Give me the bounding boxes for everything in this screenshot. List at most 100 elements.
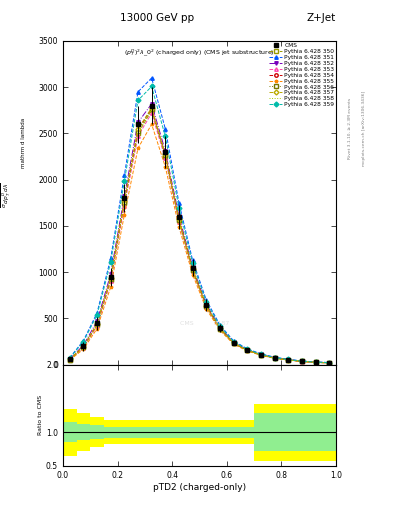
Pythia 6.428 353 xyxy=(204,304,209,310)
Pythia 6.428 355 xyxy=(204,306,209,312)
Pythia 6.428 357 xyxy=(313,359,318,366)
Line: Pythia 6.428 352: Pythia 6.428 352 xyxy=(68,102,331,365)
Pythia 6.428 354 xyxy=(67,356,72,362)
Pythia 6.428 359 xyxy=(176,205,181,211)
Line: Pythia 6.428 359: Pythia 6.428 359 xyxy=(68,85,331,365)
Text: mcplots.cern.ch [arXiv:1306.3436]: mcplots.cern.ch [arXiv:1306.3436] xyxy=(362,91,365,165)
Pythia 6.428 359 xyxy=(204,299,209,305)
Pythia 6.428 352 xyxy=(299,358,304,365)
Pythia 6.428 359 xyxy=(190,260,195,266)
Line: Pythia 6.428 356: Pythia 6.428 356 xyxy=(68,108,331,365)
Pythia 6.428 354 xyxy=(327,360,332,366)
Pythia 6.428 352 xyxy=(136,119,140,125)
Pythia 6.428 355 xyxy=(327,360,332,366)
Pythia 6.428 353 xyxy=(108,279,113,285)
Pythia 6.428 351 xyxy=(149,75,154,81)
Pythia 6.428 359 xyxy=(95,312,99,318)
Pythia 6.428 359 xyxy=(231,338,236,345)
Pythia 6.428 353 xyxy=(327,360,332,366)
Pythia 6.428 350 xyxy=(122,200,127,206)
Pythia 6.428 350 xyxy=(163,154,168,160)
Pythia 6.428 356 xyxy=(259,352,263,358)
Text: Z+Jet: Z+Jet xyxy=(307,13,336,23)
Pythia 6.428 359 xyxy=(313,359,318,365)
Pythia 6.428 357 xyxy=(163,151,168,157)
Pythia 6.428 350 xyxy=(149,108,154,114)
Pythia 6.428 356 xyxy=(122,199,127,205)
Pythia 6.428 350 xyxy=(95,322,99,328)
Pythia 6.428 358 xyxy=(136,130,140,136)
Pythia 6.428 357 xyxy=(218,325,222,331)
Pythia 6.428 350 xyxy=(136,131,140,137)
Line: Pythia 6.428 355: Pythia 6.428 355 xyxy=(68,122,331,365)
Pythia 6.428 358 xyxy=(313,359,318,366)
Pythia 6.428 354 xyxy=(108,275,113,281)
Pythia 6.428 352 xyxy=(95,318,99,324)
Pythia 6.428 353 xyxy=(231,340,236,347)
Pythia 6.428 356 xyxy=(149,106,154,112)
Line: Pythia 6.428 358: Pythia 6.428 358 xyxy=(70,110,329,363)
Pythia 6.428 357 xyxy=(67,356,72,362)
Pythia 6.428 358 xyxy=(95,322,99,328)
Pythia 6.428 358 xyxy=(218,326,222,332)
Text: mathrm d lambda: mathrm d lambda xyxy=(21,118,26,168)
Pythia 6.428 357 xyxy=(299,358,304,365)
Text: $\frac{1}{\sigma}\frac{d\sigma}{dp_T^D\,d\lambda}$: $\frac{1}{\sigma}\frac{d\sigma}{dp_T^D\,… xyxy=(0,182,13,207)
Pythia 6.428 350 xyxy=(231,340,236,346)
Pythia 6.428 356 xyxy=(299,358,304,365)
Pythia 6.428 353 xyxy=(95,323,99,329)
Pythia 6.428 354 xyxy=(122,198,127,204)
Y-axis label: Ratio to CMS: Ratio to CMS xyxy=(38,395,43,435)
Pythia 6.428 353 xyxy=(299,358,304,365)
Pythia 6.428 350 xyxy=(81,344,86,350)
Pythia 6.428 350 xyxy=(204,304,209,310)
Pythia 6.428 357 xyxy=(149,104,154,111)
Pythia 6.428 356 xyxy=(286,357,290,363)
Line: Pythia 6.428 351: Pythia 6.428 351 xyxy=(68,76,331,364)
Pythia 6.428 355 xyxy=(313,359,318,366)
Pythia 6.428 351 xyxy=(327,359,332,366)
Pythia 6.428 354 xyxy=(95,321,99,327)
Pythia 6.428 352 xyxy=(190,264,195,270)
Pythia 6.428 353 xyxy=(176,219,181,225)
Pythia 6.428 352 xyxy=(67,356,72,362)
Pythia 6.428 359 xyxy=(218,323,222,329)
Pythia 6.428 351 xyxy=(163,126,168,132)
Pythia 6.428 354 xyxy=(286,357,290,363)
Pythia 6.428 351 xyxy=(259,351,263,357)
Pythia 6.428 355 xyxy=(218,327,222,333)
Pythia 6.428 351 xyxy=(299,358,304,364)
Pythia 6.428 356 xyxy=(245,347,250,353)
Pythia 6.428 351 xyxy=(136,89,140,95)
Pythia 6.428 351 xyxy=(67,355,72,361)
Text: 13000 GeV pp: 13000 GeV pp xyxy=(120,13,194,23)
Pythia 6.428 357 xyxy=(190,266,195,272)
Pythia 6.428 358 xyxy=(190,267,195,273)
Pythia 6.428 351 xyxy=(286,356,290,362)
Pythia 6.428 359 xyxy=(163,133,168,139)
Pythia 6.428 355 xyxy=(81,346,86,352)
Pythia 6.428 354 xyxy=(176,216,181,222)
Pythia 6.428 351 xyxy=(108,255,113,262)
Pythia 6.428 357 xyxy=(122,197,127,203)
Pythia 6.428 357 xyxy=(231,340,236,346)
Pythia 6.428 355 xyxy=(272,355,277,361)
Pythia 6.428 357 xyxy=(136,126,140,132)
Pythia 6.428 358 xyxy=(81,344,86,350)
Line: Pythia 6.428 354: Pythia 6.428 354 xyxy=(68,107,331,365)
Pythia 6.428 354 xyxy=(231,340,236,346)
Pythia 6.428 352 xyxy=(272,355,277,361)
Pythia 6.428 358 xyxy=(231,340,236,346)
Pythia 6.428 356 xyxy=(190,267,195,273)
Pythia 6.428 352 xyxy=(204,301,209,307)
Pythia 6.428 353 xyxy=(190,268,195,274)
Pythia 6.428 358 xyxy=(122,200,127,206)
Pythia 6.428 359 xyxy=(286,356,290,362)
Pythia 6.428 355 xyxy=(190,271,195,278)
Pythia 6.428 350 xyxy=(299,358,304,365)
Pythia 6.428 357 xyxy=(81,344,86,350)
Pythia 6.428 351 xyxy=(313,359,318,365)
Pythia 6.428 353 xyxy=(136,133,140,139)
Pythia 6.428 357 xyxy=(272,355,277,361)
Pythia 6.428 357 xyxy=(286,357,290,363)
